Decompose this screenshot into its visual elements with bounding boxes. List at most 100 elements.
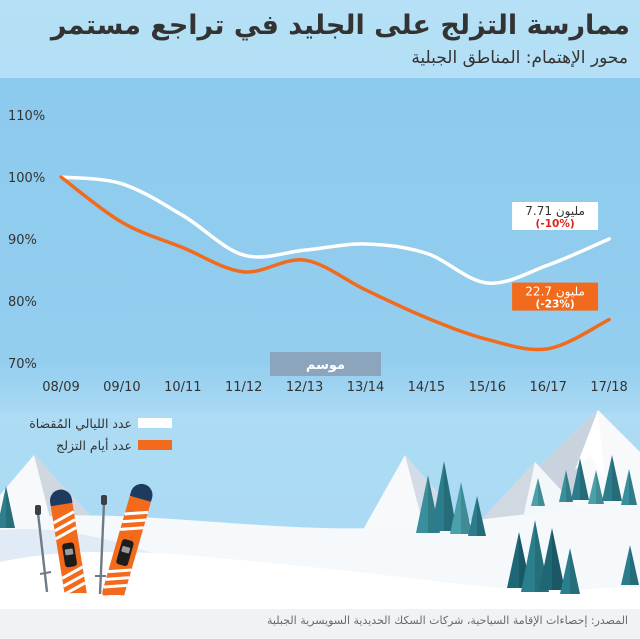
ski-stripe (120, 526, 144, 531)
tree-crown (602, 455, 622, 501)
legend: عدد الليالي المُقضاة عدد أيام التزلج (0, 412, 172, 456)
tree-shade (538, 478, 545, 506)
tree-shade (630, 545, 639, 585)
mountain-shadow (470, 462, 535, 532)
x-tick-label: 08/09 (42, 380, 79, 395)
tree (0, 486, 15, 528)
x-tick-label: 17/18 (590, 380, 627, 395)
y-tick-label: 110% (8, 109, 45, 124)
series-line (59, 175, 611, 285)
page-subtitle: محور الإهتمام: المناطق الجبلية (411, 48, 628, 68)
annotation-change: (-10%) (536, 218, 575, 230)
y-tick-label: 90% (8, 233, 37, 248)
tree-crown (431, 461, 457, 531)
tree (468, 496, 486, 536)
annotation-change: (-23%) (536, 299, 575, 311)
page-title: ممارسة التزلج على الجليد في تراجع مستمر (50, 10, 630, 41)
ski-pole-right (95, 495, 107, 595)
ski-stripe (124, 510, 149, 516)
tree-shade (461, 482, 472, 534)
source-note: المصدر: إحصاءات الإقامة السياحية، شركات … (267, 614, 628, 627)
annotation-box (512, 282, 599, 311)
series-2: 22.7 مليون(-23%) (59, 175, 611, 352)
ski-stripe (105, 576, 130, 581)
tree-shade (580, 458, 589, 500)
tree-shade (566, 470, 573, 502)
ski-binding-plate (64, 548, 74, 556)
series-line (59, 175, 611, 352)
tree-crown (621, 545, 639, 585)
ski-left (49, 489, 87, 602)
tree-crown (559, 470, 573, 502)
ski-right (102, 483, 153, 602)
tree-crown (0, 486, 15, 528)
tree-shade (6, 486, 15, 528)
snow-ground-front (0, 551, 640, 612)
x-axis: 08/09 09/10 10/11 11/12 12/13 13/14 14/15 15/16… (42, 380, 628, 395)
legend-label: عدد الليالي المُقضاة (29, 415, 132, 431)
pole-grip (35, 505, 41, 515)
x-axis-title-text: موسم (306, 358, 345, 373)
ski-stripe (107, 568, 132, 574)
tree-shade (629, 469, 637, 505)
x-tick-label: 14/15 (408, 380, 445, 395)
x-tick-label: 15/16 (469, 380, 506, 395)
tree (531, 478, 545, 506)
ski-stripe (62, 573, 85, 588)
tree (621, 469, 637, 505)
series-1: 7.71 مليون(-10%) (59, 175, 611, 285)
tree-crown (531, 478, 545, 506)
pole-shaft (98, 502, 106, 595)
legend-swatch (138, 440, 172, 450)
y-tick-label: 80% (8, 295, 37, 310)
x-tick-label: 11/12 (225, 380, 262, 395)
mountain-snow-streak (575, 410, 605, 480)
pole-shaft (36, 512, 49, 593)
pole-grip (101, 495, 107, 505)
footer-strip (0, 609, 640, 639)
tree-crown (468, 496, 486, 536)
tree-shade (552, 528, 565, 590)
tree-shade (444, 461, 457, 531)
y-axis: 110% 100% 90% 80% 70% (8, 109, 45, 372)
tree (539, 528, 565, 590)
x-axis-title: موسم (270, 352, 381, 376)
x-tick-label: 16/17 (529, 380, 566, 395)
x-tick-label: 13/14 (347, 380, 384, 395)
pole-basket (39, 571, 52, 575)
legend-label: عدد أيام التزلج (56, 437, 132, 453)
tree-shade (570, 548, 580, 594)
annotation-value: 22.7 مليون (525, 285, 585, 300)
y-tick-label: 100% (8, 171, 45, 186)
ski-stripe (61, 565, 84, 580)
tree (621, 545, 639, 585)
legend-item: عدد الليالي المُقضاة (0, 412, 172, 434)
tree-crown (450, 482, 472, 534)
ski-tip (129, 483, 153, 502)
ski-binding (62, 542, 77, 568)
ski-stripe (63, 581, 86, 596)
tree (602, 455, 622, 501)
ski-stripe (122, 518, 146, 524)
legend-swatch (138, 418, 172, 428)
tree-shade (612, 455, 622, 501)
tree-crown (621, 469, 637, 505)
tree-shade (596, 470, 604, 504)
tree (559, 470, 573, 502)
tree (560, 548, 580, 594)
tree-crown (560, 548, 580, 594)
tree (431, 461, 457, 531)
tree (450, 482, 472, 534)
ski-stripe (55, 526, 78, 541)
ski-stripe (53, 518, 76, 533)
ski-stripe (52, 510, 75, 525)
snow-mound (87, 595, 143, 611)
tree (588, 470, 604, 504)
tree-crown (571, 458, 589, 500)
x-tick-label: 09/10 (103, 380, 140, 395)
x-axis-title-box (270, 352, 381, 376)
ski-stripe (103, 583, 128, 589)
tree (571, 458, 589, 500)
